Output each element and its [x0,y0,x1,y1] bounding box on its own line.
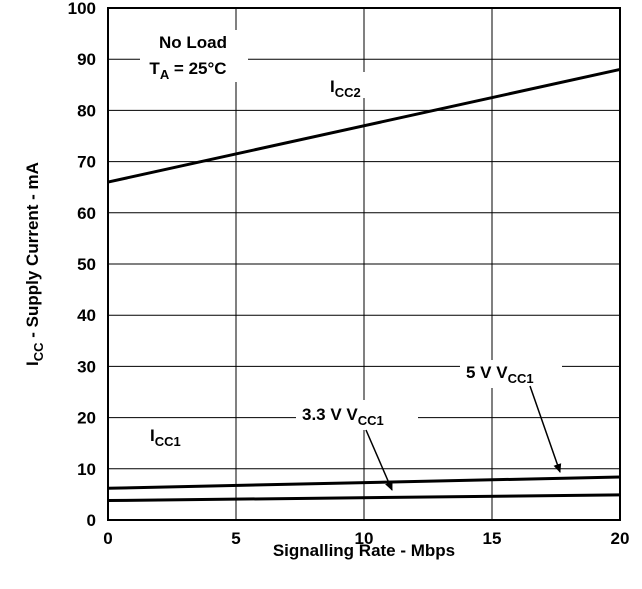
y-tick-label: 50 [77,255,96,274]
y-tick-label: 0 [87,511,96,530]
conditions-box [140,30,248,82]
conditions-line2-main: T [149,59,160,78]
conditions-line2: TA = 25°C [149,59,226,82]
y-tick-label: 100 [68,0,96,18]
y-axis-label: ICC - Supply Current - mA [23,162,46,366]
y-tick-label: 20 [77,409,96,428]
y-tick-label: 10 [77,460,96,479]
vcc33-label-main: 3.3 V V [302,405,358,424]
y-axis-label-sub: CC [31,342,46,361]
vcc5-label-main: 5 V V [466,363,508,382]
icc2-label-box [324,72,376,98]
x-axis-label: Signalling Rate - Mbps [273,541,455,560]
x-tick-label: 0 [103,529,112,548]
y-axis-label-main: I [23,361,42,366]
vcc33-arrow [365,429,393,491]
plot-frame [107,7,621,521]
y-tick-label: 90 [77,50,96,69]
vcc33-label-box [296,400,418,430]
y-tick-label: 60 [77,204,96,223]
series-line [107,67,621,184]
series-line [107,493,621,503]
series-group [107,67,621,503]
icc2-label: ICC2 [330,77,361,100]
icc1-label-main: I [150,426,155,445]
y-tick-label: 70 [77,153,96,172]
y-tick-label: 40 [77,306,96,325]
icc1-label-sub: CC1 [155,434,181,449]
x-tick-label: 15 [483,529,502,548]
conditions-line2-sub: A [160,67,170,82]
x-tick-label: 20 [611,529,630,548]
y-tick-label: 80 [77,101,96,120]
icc2-label-main: I [330,77,335,96]
icc2-label-sub: CC2 [335,85,361,100]
vcc5-label: 5 V VCC1 [466,363,534,386]
x-tick-label: 10 [355,529,374,548]
vcc5-label-box [460,360,562,388]
y-axis-label-rest: - Supply Current - mA [23,162,42,342]
vcc5-arrow [529,385,562,473]
conditions-line2-rest: = 25°C [169,59,226,78]
x-tick-label: 5 [231,529,240,548]
vcc33-label: 3.3 V VCC1 [302,405,384,428]
conditions-line1: No Load [159,33,227,52]
vcc33-label-sub: CC1 [358,413,384,428]
icc1-label: ICC1 [150,426,181,449]
y-tick-label: 30 [77,357,96,376]
tick-labels: 0 5 10 15 20 0 10 20 30 40 50 60 70 80 90 100 [68,0,630,548]
vcc5-label-sub: CC1 [508,371,534,386]
series-line [107,475,621,490]
